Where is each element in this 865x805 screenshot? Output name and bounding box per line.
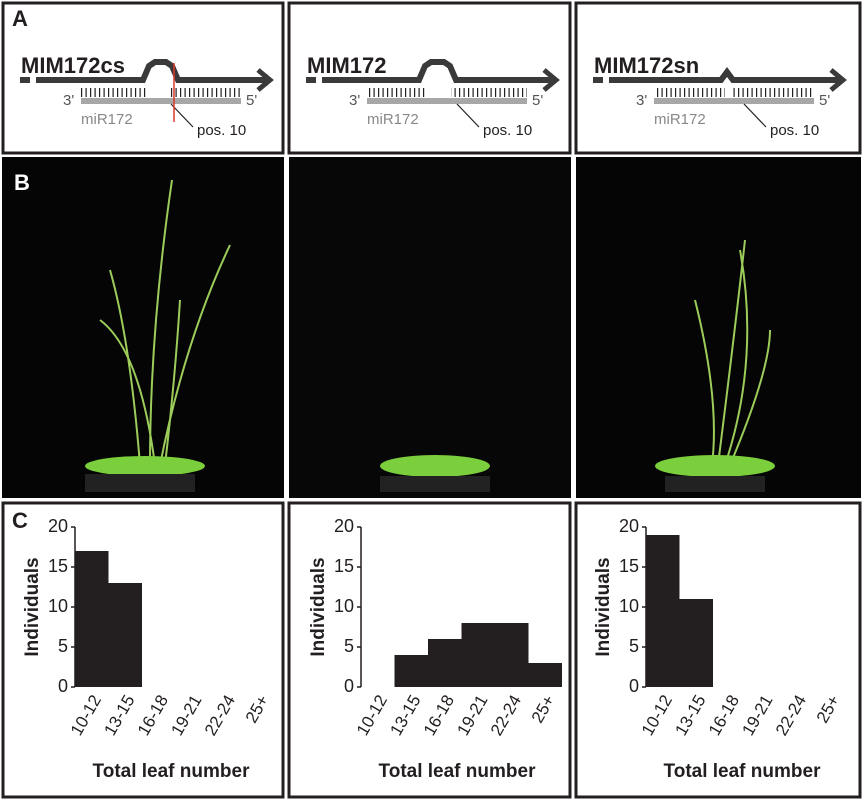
x-tick-label: 10-12 bbox=[67, 692, 105, 739]
x-tick-label: 13-15 bbox=[671, 692, 709, 739]
leader bbox=[456, 103, 480, 128]
target-line bbox=[36, 59, 268, 83]
mirna-label: miR172 bbox=[367, 111, 419, 128]
x-tick-label: 19-21 bbox=[453, 692, 491, 739]
bar bbox=[495, 623, 529, 687]
arrow-head bbox=[829, 68, 847, 92]
bar bbox=[646, 535, 680, 687]
x-tick-label: 10-12 bbox=[353, 692, 391, 739]
construct-name: MIM172 bbox=[307, 53, 386, 78]
bar bbox=[75, 551, 109, 687]
x-tick-label: 10-12 bbox=[638, 692, 676, 739]
bar bbox=[394, 655, 428, 687]
position-label: pos. 10 bbox=[483, 122, 532, 139]
bar bbox=[461, 623, 495, 687]
x-axis-label: Total leaf number bbox=[93, 761, 251, 782]
x-tick-label: 13-15 bbox=[386, 692, 424, 739]
y-tick-label: 20 bbox=[619, 516, 639, 536]
y-tick-label: 0 bbox=[344, 676, 354, 696]
bar bbox=[528, 663, 562, 687]
y-tick-label: 5 bbox=[58, 636, 68, 656]
mirna-bar bbox=[654, 98, 814, 104]
bar bbox=[679, 599, 713, 687]
position-label: pos. 10 bbox=[770, 122, 819, 139]
photos: B bbox=[2, 157, 861, 498]
three-prime: 3' bbox=[63, 92, 74, 109]
arrow-head bbox=[256, 68, 274, 92]
arrow-head bbox=[542, 68, 560, 92]
gap bbox=[425, 88, 451, 97]
target-line bbox=[322, 59, 554, 83]
five-prime: 5' bbox=[819, 92, 830, 109]
y-axis-label: Individuals bbox=[22, 557, 43, 656]
x-axis-label: Total leaf number bbox=[664, 761, 822, 782]
y-tick-label: 5 bbox=[344, 636, 354, 656]
x-tick-label: 16-18 bbox=[134, 692, 172, 739]
y-tick-label: 0 bbox=[58, 676, 68, 696]
x-tick-label: 16-18 bbox=[705, 692, 743, 739]
five-prime: 5' bbox=[246, 92, 257, 109]
panel-label: C bbox=[12, 508, 28, 533]
y-tick-label: 20 bbox=[334, 516, 354, 536]
five-prime: 5' bbox=[532, 92, 543, 109]
x-tick-label: 25+ bbox=[528, 692, 559, 727]
panel-label: A bbox=[12, 6, 28, 31]
x-tick-label: 19-21 bbox=[738, 692, 776, 739]
gap bbox=[148, 88, 170, 97]
x-tick-label: 22-24 bbox=[772, 692, 810, 739]
y-axis-label: Individuals bbox=[593, 557, 614, 656]
x-tick-label: 19-21 bbox=[167, 692, 205, 739]
x-tick-label: 22-24 bbox=[201, 692, 239, 739]
bar bbox=[108, 583, 142, 687]
y-tick-label: 10 bbox=[334, 596, 354, 616]
y-tick-label: 15 bbox=[48, 556, 68, 576]
x-tick-label: 22-24 bbox=[487, 692, 525, 739]
y-tick-label: 15 bbox=[334, 556, 354, 576]
bar bbox=[428, 639, 462, 687]
mirna-bar bbox=[367, 98, 527, 104]
panel-label: B bbox=[14, 170, 30, 195]
leader bbox=[743, 103, 767, 128]
mirna-label: miR172 bbox=[81, 111, 133, 128]
x-tick-label: 25+ bbox=[813, 692, 844, 727]
three-prime: 3' bbox=[349, 92, 360, 109]
target-line bbox=[609, 67, 841, 83]
x-tick-label: 25+ bbox=[242, 692, 273, 727]
x-tick-label: 16-18 bbox=[420, 692, 458, 739]
y-tick-label: 10 bbox=[48, 596, 68, 616]
y-axis-label: Individuals bbox=[308, 557, 329, 656]
x-axis-label: Total leaf number bbox=[379, 761, 537, 782]
y-tick-label: 10 bbox=[619, 596, 639, 616]
construct-name: MIM172cs bbox=[21, 53, 125, 78]
mirna-label: miR172 bbox=[654, 111, 706, 128]
mirna-bar bbox=[81, 98, 241, 104]
three-prime: 3' bbox=[636, 92, 647, 109]
pairing bbox=[654, 88, 814, 97]
y-tick-label: 0 bbox=[629, 676, 639, 696]
position-label: pos. 10 bbox=[197, 122, 246, 139]
x-tick-label: 13-15 bbox=[100, 692, 138, 739]
y-tick-label: 5 bbox=[629, 636, 639, 656]
construct-name: MIM172sn bbox=[594, 53, 699, 78]
y-tick-label: 20 bbox=[48, 516, 68, 536]
y-tick-label: 15 bbox=[619, 556, 639, 576]
gap bbox=[725, 88, 731, 97]
